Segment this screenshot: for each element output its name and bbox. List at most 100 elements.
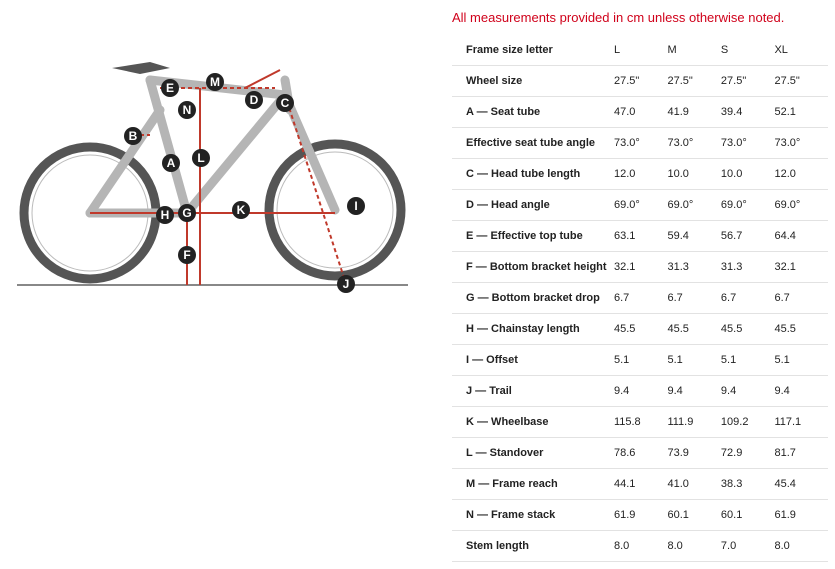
cell: 5.1: [774, 344, 828, 376]
dimension-label: I: [354, 199, 357, 213]
cell: 9.4: [667, 375, 721, 407]
label-badge: [178, 246, 196, 264]
cell: XL: [774, 35, 828, 66]
cell: 64.4: [774, 220, 828, 252]
cell: 61.9: [613, 499, 668, 531]
label-badge: [178, 204, 196, 222]
cell: 45.5: [720, 313, 775, 345]
row-label: Frame size letter: [452, 35, 614, 66]
table-row: G — Bottom bracket drop 6.7 6.7 6.7 6.7: [452, 282, 828, 314]
cell: 73.0°: [613, 127, 668, 159]
cell: 27.5": [613, 65, 668, 97]
cell: 44.1: [613, 468, 668, 500]
cell: 10.0: [720, 158, 775, 190]
label-badge: [124, 127, 142, 145]
cell: 78.6: [613, 437, 668, 469]
cell: 45.5: [667, 313, 721, 345]
cell: 45.4: [774, 468, 828, 500]
cell: 73.9: [667, 437, 721, 469]
table-row: Frame size letter L M S XL: [452, 35, 828, 66]
cell: 6.7: [613, 282, 668, 314]
cell: 9.4: [613, 375, 668, 407]
dimension-label: B: [129, 129, 138, 143]
cell: 69.0°: [613, 189, 668, 221]
dimension-label: K: [237, 203, 246, 217]
table-row: I — Offset 5.1 5.1 5.1 5.1: [452, 344, 828, 376]
cell: 56.7: [720, 220, 775, 252]
cell: 9.4: [774, 375, 828, 407]
row-label: N — Frame stack: [452, 499, 614, 531]
row-label: H — Chainstay length: [452, 313, 614, 345]
cell: M: [667, 35, 721, 66]
cell: 6.7: [720, 282, 775, 314]
label-badge: [232, 201, 250, 219]
cell: 59.4: [667, 220, 721, 252]
row-label: Stem length: [452, 530, 614, 562]
cell: 27.5": [720, 65, 775, 97]
label-badge: [161, 79, 179, 97]
row-label: D — Head angle: [452, 189, 614, 221]
dimension-label: E: [166, 81, 174, 95]
label-badge: [276, 94, 294, 112]
row-label: J — Trail: [452, 375, 614, 407]
row-label: F — Bottom bracket height: [452, 251, 614, 283]
cell: 109.2: [720, 406, 775, 438]
row-label: G — Bottom bracket drop: [452, 282, 614, 314]
cell: 45.5: [613, 313, 668, 345]
geometry-table: Frame size letter L M S XL Wheel size 27.5" 27.…: [452, 35, 828, 562]
cell: 32.1: [613, 251, 668, 283]
cell: 111.9: [667, 406, 721, 438]
row-label: M — Frame reach: [452, 468, 614, 500]
label-badge: [162, 154, 180, 172]
table-row: Wheel size 27.5" 27.5" 27.5" 27.5": [452, 65, 828, 97]
cell: 81.7: [774, 437, 828, 469]
cell: 8.0: [613, 530, 668, 562]
cell: 7.0: [720, 530, 775, 562]
label-badge: [156, 206, 174, 224]
cell: 69.0°: [720, 189, 775, 221]
cell: 8.0: [667, 530, 721, 562]
cell: 41.0: [667, 468, 721, 500]
cell: 31.3: [667, 251, 721, 283]
table-row: C — Head tube length 12.0 10.0 10.0 12.0: [452, 158, 828, 190]
cell: S: [720, 35, 775, 66]
dimension-label: G: [182, 206, 191, 220]
table-row: J — Trail 9.4 9.4 9.4 9.4: [452, 375, 828, 407]
cell: 10.0: [667, 158, 721, 190]
cell: 41.9: [667, 96, 721, 128]
cell: 69.0°: [774, 189, 828, 221]
table-row: D — Head angle 69.0° 69.0° 69.0° 69.0°: [452, 189, 828, 221]
table-row: H — Chainstay length 45.5 45.5 45.5 45.5: [452, 313, 828, 345]
table-row: A — Seat tube 47.0 41.9 39.4 52.1: [452, 96, 828, 128]
row-label: Wheel size: [452, 65, 614, 97]
table-row: E — Effective top tube 63.1 59.4 56.7 64.4: [452, 220, 828, 252]
cell: L: [613, 35, 668, 66]
cell: 60.1: [667, 499, 721, 531]
bike-diagram: E M N D C B A L K H G F I J: [17, 62, 408, 293]
dimension-label: A: [167, 156, 176, 170]
cell: 60.1: [720, 499, 775, 531]
row-label: K — Wheelbase: [452, 406, 614, 438]
cell: 61.9: [774, 499, 828, 531]
row-label: Effective seat tube angle: [452, 127, 614, 159]
cell: 31.3: [720, 251, 775, 283]
dimension-label: N: [183, 103, 192, 117]
label-badge: [206, 73, 224, 91]
note: All measurements provided in cm unless o…: [452, 10, 785, 25]
table-row: M — Frame reach 44.1 41.0 38.3 45.4: [452, 468, 828, 500]
cell: 39.4: [720, 96, 775, 128]
cell: 12.0: [774, 158, 828, 190]
dimension-label: H: [161, 208, 170, 222]
cell: 69.0°: [667, 189, 721, 221]
label-badge: [337, 275, 355, 293]
row-label: I — Offset: [452, 344, 614, 376]
cell: 6.7: [774, 282, 828, 314]
dimension-label: M: [210, 75, 220, 89]
cell: 27.5": [667, 65, 721, 97]
cell: 72.9: [720, 437, 775, 469]
dimension-label: J: [343, 277, 350, 291]
cell: 63.1: [613, 220, 668, 252]
cell: 73.0°: [667, 127, 721, 159]
cell: 5.1: [667, 344, 721, 376]
